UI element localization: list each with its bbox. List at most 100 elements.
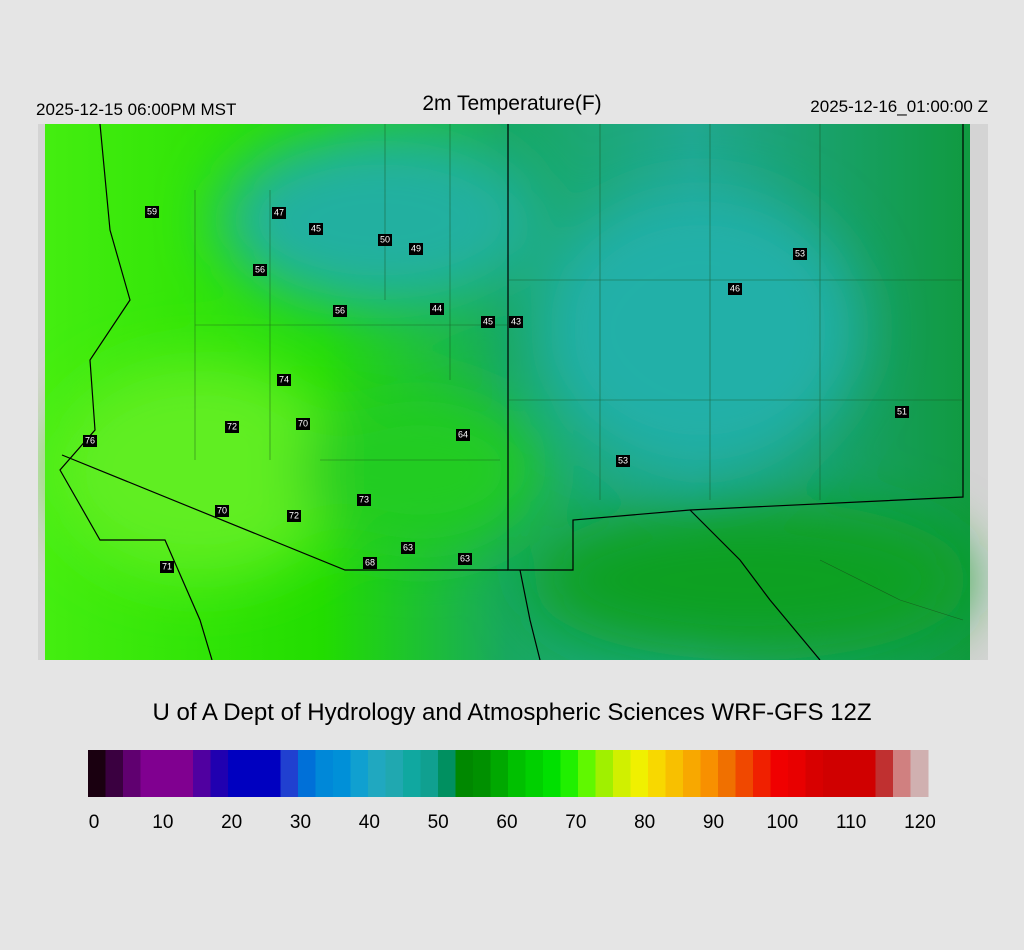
station-box	[309, 223, 323, 235]
colorbar-tick-label: 110	[836, 812, 866, 833]
colorbar-swatch	[718, 750, 736, 797]
station-box	[357, 494, 371, 506]
station-value: 47	[274, 207, 284, 217]
station-value: 73	[359, 494, 369, 504]
colorbar-swatch	[245, 750, 264, 797]
station-value: 70	[298, 418, 308, 428]
station-box	[277, 374, 291, 386]
station-value: 51	[897, 406, 907, 416]
station-labels: 59 47 45 50 49 56 56 44 45 43 53 46 74 72 70 64 76 51 53 73…	[83, 206, 909, 573]
colorbar-swatch	[543, 750, 561, 797]
colorbar-swatch	[333, 750, 351, 797]
station-value: 59	[147, 206, 157, 216]
colorbar-swatch	[823, 750, 841, 797]
colorbar-swatch	[490, 750, 509, 797]
colorbar-swatch	[630, 750, 649, 797]
colorbar-swatch	[280, 750, 299, 797]
colorbar-swatch	[665, 750, 684, 797]
station-value: 45	[483, 316, 493, 326]
station-box	[793, 248, 807, 260]
colorbar-swatch	[893, 750, 911, 797]
station-value: 50	[380, 234, 390, 244]
colorbar-swatch	[473, 750, 491, 797]
colorbar-swatch	[385, 750, 404, 797]
station-value: 76	[85, 435, 95, 445]
station-box	[409, 243, 423, 255]
colorbar-swatch	[88, 750, 106, 797]
colorbar-swatch	[193, 750, 211, 797]
station-box	[253, 264, 267, 276]
station-value: 44	[432, 303, 442, 313]
map	[38, 124, 988, 660]
colorbar-swatch	[263, 750, 281, 797]
footer: U of A Dept of Hydrology and Atmospheric…	[153, 699, 872, 726]
colorbar-swatch	[403, 750, 421, 797]
colorbar-swatch	[455, 750, 474, 797]
station-value: 49	[411, 243, 421, 253]
station-value: 53	[618, 455, 628, 465]
colorbar-swatch	[858, 750, 876, 797]
valid-local: 2025-12-15 06:00PM MST	[36, 100, 236, 119]
colorbar-tick-label: 0	[89, 812, 100, 833]
colorbar-tick-label: 10	[152, 812, 173, 833]
colorbar-swatch	[210, 750, 229, 797]
colorbar-swatch	[508, 750, 526, 797]
colorbar-swatch	[438, 750, 456, 797]
colorbar-swatch	[525, 750, 544, 797]
colorbar-swatch	[228, 750, 246, 797]
colorbar-swatch	[158, 750, 176, 797]
colorbar-tick-label: 60	[496, 812, 517, 833]
colorbar-swatch	[298, 750, 316, 797]
station-value: 64	[458, 429, 468, 439]
station-box	[215, 505, 229, 517]
colorbar-tick-label: 30	[290, 812, 311, 833]
colorbar-swatch	[910, 750, 929, 797]
colorbar-tick-label: 100	[766, 812, 798, 833]
station-value: 74	[279, 374, 289, 384]
colorbar-swatch	[700, 750, 719, 797]
station-value: 70	[217, 505, 227, 515]
colorbar-swatch	[140, 750, 159, 797]
colorbar-tick-label: 50	[428, 812, 449, 833]
colorbar-swatch	[420, 750, 439, 797]
station-value: 43	[511, 316, 521, 326]
valid-utc: 2025-12-16_01:00:00 Z	[810, 97, 988, 116]
station-box	[401, 542, 415, 554]
station-value: 56	[255, 264, 265, 274]
station-box	[363, 557, 377, 569]
colorbar: 0 10 20 30 40 50 60 70 80 90 100 110 120	[88, 750, 936, 833]
station-box	[145, 206, 159, 218]
colorbar-swatch	[683, 750, 701, 797]
colorbar-tick-label: 90	[703, 812, 724, 833]
station-box	[378, 234, 392, 246]
colorbar-tick-label: 80	[634, 812, 655, 833]
colorbar-swatch	[315, 750, 334, 797]
station-box	[83, 435, 97, 447]
colorbar-swatch	[770, 750, 789, 797]
colorbar-tick-label: 120	[904, 812, 936, 833]
colorbar-swatch	[595, 750, 614, 797]
station-box	[296, 418, 310, 430]
station-box	[272, 207, 286, 219]
colorbar-swatch	[578, 750, 596, 797]
colorbar-swatch	[805, 750, 824, 797]
station-value: 68	[365, 557, 375, 567]
colorbar-swatch	[175, 750, 194, 797]
station-value: 72	[289, 510, 299, 520]
colorbar-swatch	[105, 750, 124, 797]
colorbar-swatch	[875, 750, 894, 797]
colorbar-tick-label: 70	[565, 812, 586, 833]
station-value: 53	[795, 248, 805, 258]
station-box	[333, 305, 347, 317]
station-box	[458, 553, 472, 565]
station-box	[728, 283, 742, 295]
colorbar-swatch	[368, 750, 386, 797]
station-box	[287, 510, 301, 522]
station-box	[456, 429, 470, 441]
colorbar-swatch	[840, 750, 859, 797]
colorbar-swatch	[123, 750, 141, 797]
colorbar-swatch	[350, 750, 369, 797]
station-value: 72	[227, 421, 237, 431]
colorbar-tick-label: 20	[221, 812, 242, 833]
